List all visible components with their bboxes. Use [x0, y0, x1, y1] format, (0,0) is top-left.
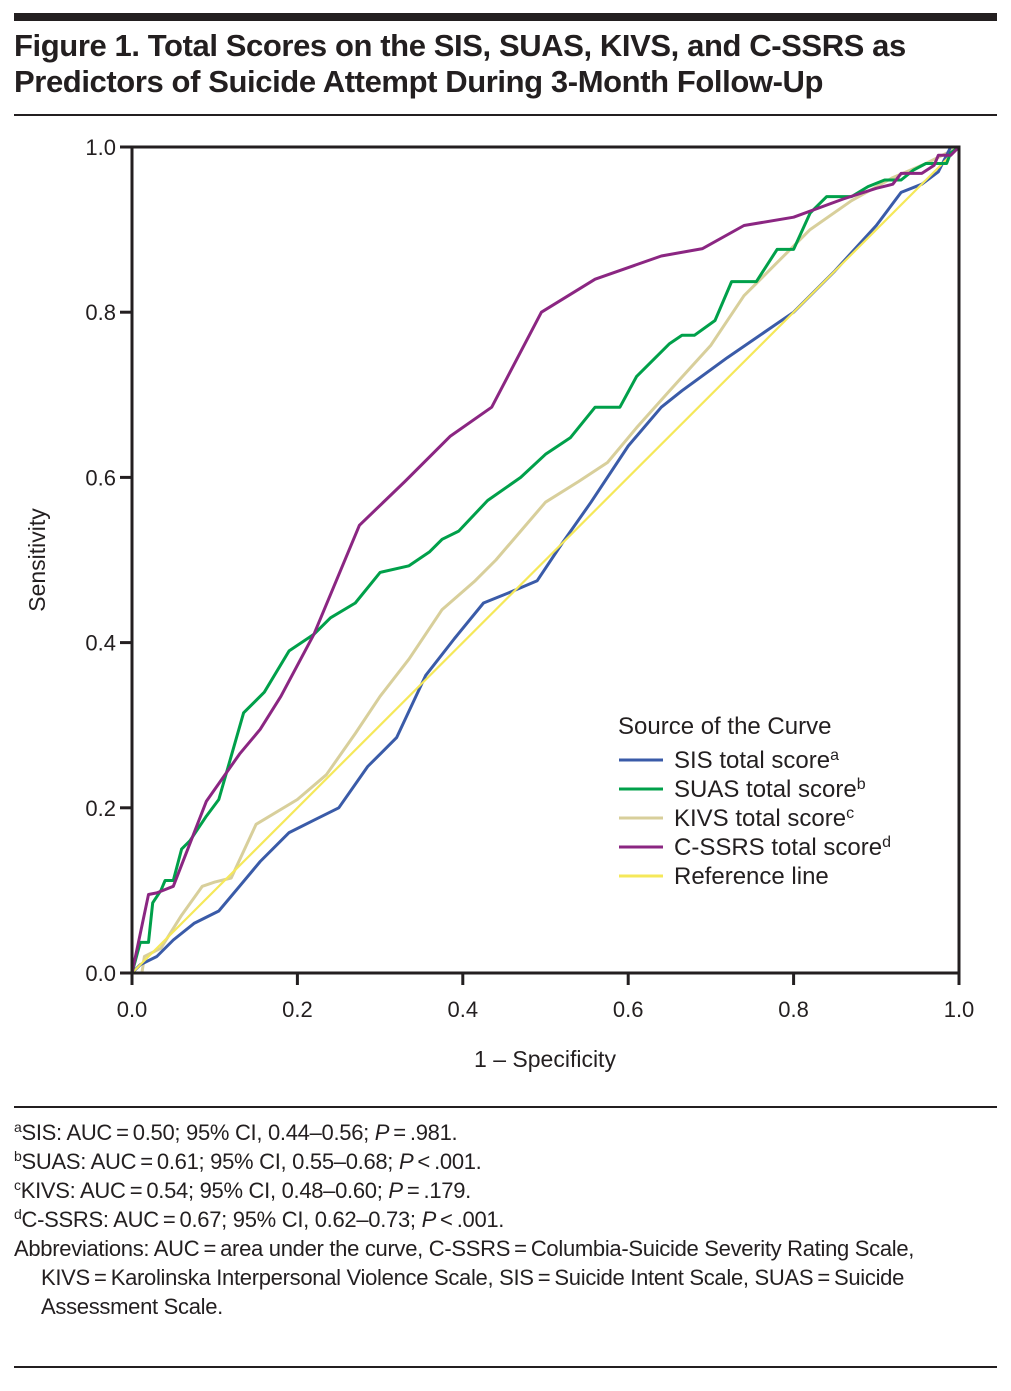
footnote-d: dC-SSRS: AUC = 0.67; 95% CI, 0.62–0.73; …	[14, 1205, 1004, 1234]
x-tick-label: 0.8	[778, 997, 809, 1022]
axes-layer	[130, 145, 961, 975]
title-rule	[14, 114, 997, 116]
p-label: P	[398, 1149, 414, 1174]
p-value: = .179.	[402, 1178, 471, 1203]
figure-title-line-1: Figure 1. Total Scores on the SIS, SUAS,…	[14, 28, 906, 63]
y-tick-label: 0.8	[85, 300, 116, 325]
p-label: P	[388, 1178, 403, 1203]
series-line-sis-total-score	[130, 145, 959, 975]
footnote-text: KIVS: AUC = 0.54; 95% CI, 0.48–0.60;	[20, 1178, 389, 1203]
legend-label: KIVS total scorec	[674, 805, 854, 832]
p-label: P	[374, 1120, 390, 1145]
series-line-kivs-total-score	[132, 145, 960, 975]
legend-item: SUAS total scoreb	[619, 776, 866, 803]
footnote-b: bSUAS: AUC = 0.61; 95% CI, 0.55–0.68; P …	[14, 1147, 1004, 1176]
y-tick-label: 0.4	[85, 631, 116, 656]
p-value: < .001.	[413, 1149, 482, 1174]
roc-chart: 0.0 0.2 0.4 0.6 0.8 1.0 0.0 0.2 0.4 0.6 0.8 1.0 1 –…	[24, 135, 974, 1072]
footnote-marker: c	[14, 1177, 21, 1193]
legend-label: C-SSRS total scored	[674, 834, 891, 861]
y-tick-label: 0.6	[85, 465, 116, 490]
footnotes-bottom-rule	[14, 1366, 997, 1368]
legend-label: SUAS total scoreb	[674, 776, 866, 803]
series-line-reference-line	[131, 146, 960, 974]
figure-title-line-2: Predictors of Suicide Attempt During 3-M…	[14, 64, 824, 99]
p-value: < .001.	[435, 1207, 505, 1232]
footnotes-top-rule	[14, 1106, 997, 1108]
top-rule	[14, 13, 997, 21]
x-tick-label: 1.0	[944, 997, 975, 1022]
footnotes: aSIS: AUC = 0.50; 95% CI, 0.44–0.56; P =…	[14, 1118, 1004, 1321]
footnote-marker: d	[14, 1206, 22, 1222]
x-axis-label: 1 – Specificity	[474, 1046, 616, 1072]
footnote-text: C-SSRS: AUC = 0.67; 95% CI, 0.62–0.73;	[21, 1207, 422, 1232]
figure-title: Figure 1. Total Scores on the SIS, SUAS,…	[14, 28, 1004, 100]
x-tick-label: 0.0	[117, 997, 148, 1022]
legend-label: SIS total scorea	[674, 747, 839, 774]
legend-item: Reference line	[619, 863, 829, 890]
plot-frame	[130, 145, 961, 975]
footnote-marker: b	[14, 1148, 22, 1164]
legend-item: C-SSRS total scored	[619, 834, 891, 861]
footnote-marker: a	[14, 1119, 22, 1135]
legend: Source of the Curve SIS total scoreaSUAS…	[618, 713, 891, 890]
legend-item: KIVS total scorec	[619, 805, 854, 832]
x-tick-label: 0.6	[613, 997, 644, 1022]
footnote-a: aSIS: AUC = 0.50; 95% CI, 0.44–0.56; P =…	[14, 1118, 1004, 1147]
y-tick-label: 1.0	[85, 135, 116, 160]
p-value: = .981.	[389, 1120, 458, 1145]
x-tick-label: 0.4	[448, 997, 479, 1022]
legend-title: Source of the Curve	[618, 713, 831, 740]
ticks-layer: 0.0 0.2 0.4 0.6 0.8 1.0 0.0 0.2 0.4 0.6 0.8 1.0	[85, 135, 974, 1022]
abbreviations: Abbreviations: AUC = area under the curv…	[14, 1236, 915, 1319]
y-axis-label: Sensitivity	[24, 508, 50, 612]
y-tick-label: 0.0	[85, 961, 116, 986]
y-tick-label: 0.2	[85, 796, 116, 821]
series-line-c-ssrs-total-score	[130, 145, 961, 974]
p-label: P	[421, 1207, 437, 1232]
footnote-text: SIS: AUC = 0.50; 95% CI, 0.44–0.56;	[21, 1120, 375, 1145]
series-layer	[130, 145, 961, 975]
legend-label: Reference line	[674, 863, 829, 890]
footnote-text: SUAS: AUC = 0.61; 95% CI, 0.55–0.68;	[21, 1149, 399, 1174]
legend-item: SIS total scorea	[619, 747, 839, 774]
footnote-c: cKIVS: AUC = 0.54; 95% CI, 0.48–0.60; P …	[14, 1176, 1004, 1205]
x-tick-label: 0.2	[282, 997, 313, 1022]
